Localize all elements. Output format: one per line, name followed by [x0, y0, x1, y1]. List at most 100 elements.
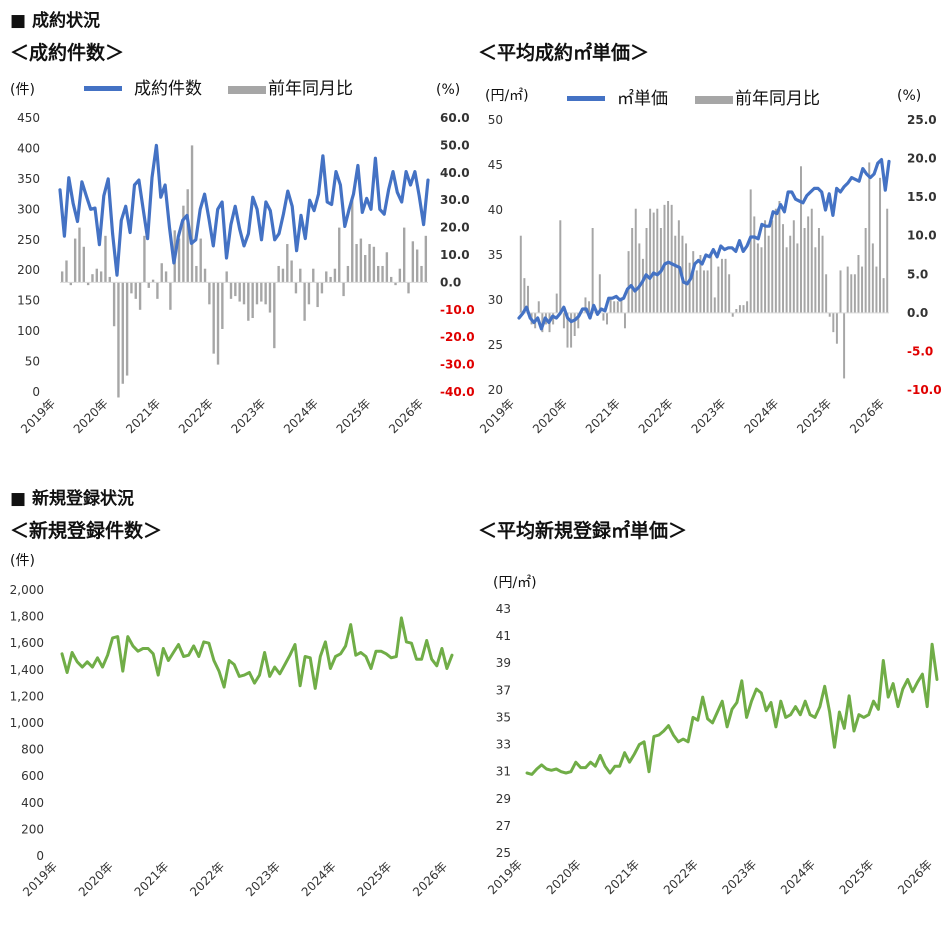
yoy-bar — [620, 297, 623, 313]
x-tick-label: 2022年 — [661, 857, 701, 897]
yoy-bar — [857, 255, 860, 313]
yoy-bar — [225, 271, 228, 283]
yoy-bar — [803, 228, 806, 313]
yoy-bar — [537, 301, 540, 313]
yoy-bar — [385, 252, 389, 283]
x-tick-label: 2026年 — [895, 857, 935, 897]
yoy-bar — [623, 312, 626, 329]
yoy-bar — [65, 260, 68, 283]
yoy-bar — [879, 177, 882, 313]
series-line — [525, 642, 939, 776]
yoy-bar — [221, 282, 224, 329]
yoy-bar — [591, 228, 594, 313]
right-y-tick-label: -40.0 — [440, 385, 475, 399]
yoy-bar — [160, 263, 163, 283]
y-tick-label: 1,200 — [10, 689, 44, 703]
yoy-bar — [164, 271, 168, 283]
yoy-bar — [78, 227, 81, 283]
yoy-bar — [121, 282, 124, 384]
yoy-bar — [839, 270, 842, 313]
yoy-bar — [570, 312, 573, 348]
yoy-bar — [199, 238, 202, 283]
y-tick-label: 40 — [488, 203, 503, 217]
right-y-tick-label: 40.0 — [440, 166, 470, 180]
yoy-bar — [290, 260, 293, 283]
yoy-bar — [713, 297, 716, 313]
yoy-bar — [372, 246, 376, 283]
y-tick-label: 39 — [496, 656, 511, 670]
yoy-bar — [195, 265, 198, 283]
right-y-tick-label: 10.0 — [907, 229, 937, 243]
x-tick-label: 2020年 — [530, 396, 570, 436]
yoy-bar — [631, 228, 634, 313]
right-y-tick-label: 0.0 — [907, 306, 928, 320]
yoy-bar — [850, 274, 853, 313]
legend-label: 成約件数 — [134, 79, 202, 99]
y-tick-label: 43 — [496, 602, 511, 616]
x-tick-label: 2026年 — [410, 859, 450, 899]
yoy-bar — [559, 220, 562, 313]
yoy-bar — [415, 249, 419, 283]
legend-swatch-bar — [695, 96, 733, 104]
right-y-tick-label: 15.0 — [907, 190, 937, 204]
yoy-bar — [60, 271, 64, 283]
yoy-bar — [774, 208, 777, 313]
y-tick-label: 1,800 — [10, 610, 44, 624]
yoy-bar — [613, 301, 616, 313]
listing-unit-price-chart: 25 27 29 31 33 35 37 39 41 43 (円/㎡) 2019年 2020年 2021年… — [485, 575, 939, 897]
yoy-bar — [789, 235, 792, 313]
yoy-bar — [526, 285, 529, 313]
right-y-tick-label: 5.0 — [907, 267, 928, 281]
yoy-bar — [390, 276, 393, 283]
yoy-bar — [735, 309, 738, 313]
right-y-tick-label: 20.0 — [440, 221, 470, 235]
yoy-bar — [720, 258, 723, 313]
yoy-bar — [598, 274, 601, 313]
listing-count-chart: 0 200 400 600 800 1,000 1,200 1,400 1,600 1,800 2,… — [10, 553, 454, 899]
x-tick-label: 2022年 — [636, 396, 676, 436]
yoy-bar — [147, 282, 150, 288]
chart-title-listing-count: ＜新規登録件数＞ — [10, 520, 163, 542]
x-tick-label: 2025年 — [837, 857, 877, 897]
yoy-bar — [134, 282, 137, 299]
x-tick-label: 2021年 — [583, 396, 623, 436]
yoy-bar — [355, 244, 358, 283]
yoy-bar — [871, 243, 874, 313]
yoy-bar — [523, 278, 526, 313]
yoy-bar — [782, 224, 785, 313]
y-tick-label: 0 — [32, 385, 40, 399]
y-tick-label: 29 — [496, 792, 511, 806]
yoy-bar — [346, 265, 350, 283]
yoy-bar — [638, 243, 641, 313]
yoy-bar — [307, 282, 311, 305]
yoy-bar — [186, 189, 189, 283]
y-tick-label: 30 — [488, 293, 503, 307]
chart-title-contract-count: ＜成約件数＞ — [10, 42, 125, 64]
yoy-bar — [86, 282, 90, 286]
left-axis-unit: (円/㎡) — [485, 88, 529, 104]
yoy-bar — [402, 227, 406, 283]
yoy-bar — [667, 201, 670, 313]
yoy-bar — [606, 312, 608, 325]
x-tick-label: 2024年 — [281, 396, 321, 436]
yoy-bar — [125, 282, 129, 376]
yoy-bar — [692, 251, 695, 313]
yoy-bar — [717, 266, 720, 313]
y-tick-label: 2,000 — [10, 583, 44, 597]
yoy-bar — [656, 208, 659, 313]
yoy-bar — [381, 265, 384, 283]
right-y-tick-label: 60.0 — [440, 111, 470, 125]
section-title-listing: ■ 新規登録状況 — [10, 489, 134, 509]
yoy-bar — [649, 208, 652, 313]
x-tick-label: 2025年 — [334, 396, 374, 436]
yoy-bar — [731, 312, 734, 317]
yoy-bar — [552, 312, 555, 325]
yoy-bar — [821, 235, 824, 313]
right-y-tick-label: -10.0 — [440, 303, 475, 317]
yoy-bar — [703, 270, 705, 313]
y-tick-label: 150 — [17, 294, 40, 308]
yoy-bar — [411, 241, 415, 283]
yoy-bar — [627, 251, 630, 313]
yoy-bar — [251, 282, 254, 319]
yoy-bar — [807, 216, 810, 313]
